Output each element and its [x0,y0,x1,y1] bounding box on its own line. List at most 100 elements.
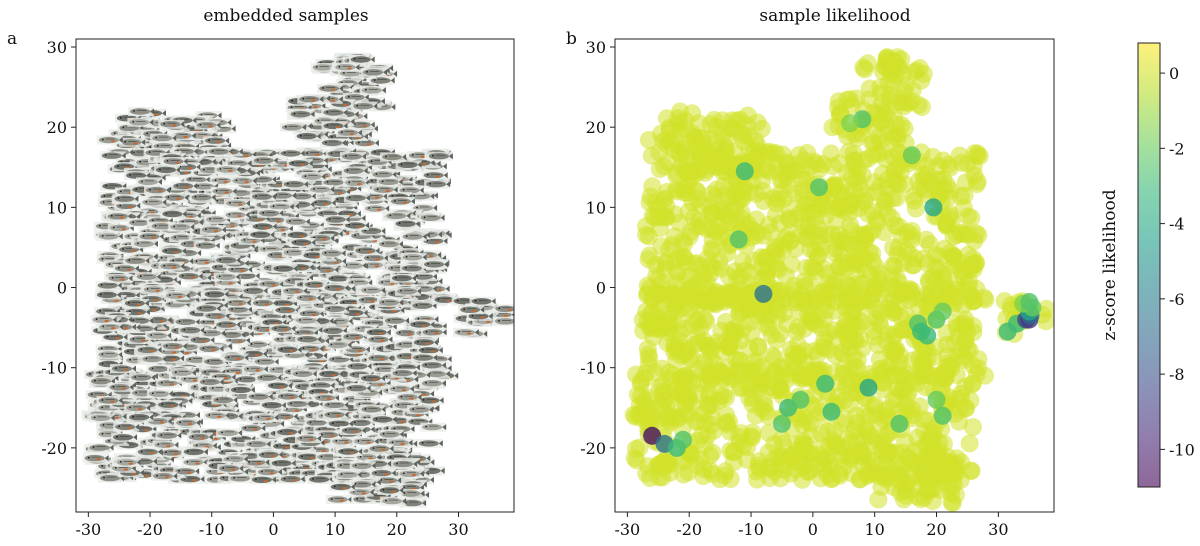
likelihood-point [888,379,907,398]
panel-b-xtick-label: -20 [676,520,702,539]
fish-thumbnail [230,176,257,186]
fish-thumbnail [325,340,352,350]
fish-thumbnail [106,273,133,283]
colorbar: 0 -2 -4 -6 -8 -10 z-score likelihood [1100,42,1195,488]
fish-thumbnail [255,467,282,477]
likelihood-point [942,484,961,503]
panel-b-title: sample likelihood [759,6,910,26]
panel-b-ytick-label: -10 [580,359,606,378]
low-likelihood-point [816,374,835,393]
likelihood-point [827,212,846,231]
fish-thumbnail [203,411,230,420]
likelihood-point [840,90,859,109]
likelihood-point [892,50,911,69]
fish-thumbnail [160,341,187,351]
fish-thumbnail [158,119,185,129]
likelihood-point [717,413,736,432]
fish-thumbnail [323,304,350,314]
fish-thumbnail [420,422,447,432]
fish-thumbnail [458,305,485,315]
likelihood-point [976,290,995,309]
likelihood-point [939,155,958,174]
likelihood-point [772,380,791,399]
likelihood-point [653,359,672,378]
fish-thumbnail [353,246,380,256]
low-likelihood-point [772,414,791,433]
fish-thumbnail [176,271,203,281]
fish-thumbnail [257,208,284,218]
likelihood-point [812,319,831,338]
fish-thumbnail [319,138,346,148]
fish-thumbnail [400,232,427,242]
likelihood-point [902,222,921,240]
likelihood-point [639,391,658,410]
fish-thumbnail [197,344,224,354]
fish-thumbnail [96,396,123,405]
fish-thumbnail [493,304,514,314]
fish-thumbnail [96,231,123,241]
fish-thumbnail [400,252,427,262]
fish-thumbnail [189,192,216,202]
fish-thumbnail [216,428,243,438]
fish-thumbnail [343,193,370,203]
fish-thumbnail [387,384,414,394]
likelihood-point [867,210,886,229]
likelihood-point [638,285,656,304]
likelihood-point [670,113,689,132]
fish-thumbnail [411,337,438,347]
fish-thumbnail [136,177,162,187]
fish-thumbnail [158,261,185,271]
colorbar-tick-label: -8 [1169,365,1185,384]
likelihood-point [822,470,841,489]
low-likelihood-point [924,198,943,217]
low-likelihood-point [927,390,946,409]
fish-thumbnail [239,423,266,433]
likelihood-point [701,115,720,134]
likelihood-point [800,204,819,223]
fish-thumbnail [322,410,349,420]
likelihood-point [859,425,878,444]
fish-thumbnail [113,422,140,432]
fish-thumbnail [241,364,268,374]
fish-thumbnail [371,185,398,195]
fish-thumbnail [110,364,136,374]
likelihood-point [683,193,702,212]
panel-a-ytick-label: -20 [41,439,67,458]
panel-b-xtick-label: 0 [808,520,818,539]
fish-thumbnail [344,383,371,393]
fish-thumbnail [135,447,162,457]
fish-thumbnail [336,447,363,456]
fish-thumbnail [321,121,348,131]
panel-a-ytick-label: -10 [41,359,67,378]
likelihood-point [642,146,661,165]
likelihood-point [921,481,940,500]
likelihood-point [838,288,857,307]
likelihood-point [794,294,813,313]
fish-thumbnail [169,368,196,378]
fish-thumbnail [250,192,276,202]
fish-thumbnail [273,305,300,315]
fish-thumbnail [135,345,162,355]
panel-b: b sample likelihood -30 -20 -10 0 10 20 30 -20 -… [566,6,1055,539]
fish-thumbnail [368,76,395,85]
panel-b-ytick-label: 0 [596,279,606,298]
likelihood-point [833,233,851,252]
likelihood-point [697,160,716,179]
likelihood-point [714,177,733,195]
likelihood-point [872,477,891,496]
likelihood-point [934,364,953,383]
likelihood-point [757,160,776,179]
likelihood-point [885,303,904,322]
panel-a-xtick-label: -30 [75,520,101,539]
fish-thumbnail [255,373,282,383]
likelihood-point [625,449,644,468]
fish-thumbnail [335,128,362,138]
panel-a-ytick-label: 0 [57,279,67,298]
fish-thumbnail [376,177,403,187]
fish-thumbnail [278,148,305,158]
fish-thumbnail [348,55,375,64]
likelihood-point [694,467,713,486]
likelihood-point [962,208,981,227]
fish-thumbnail [366,335,393,344]
likelihood-point [699,395,718,414]
